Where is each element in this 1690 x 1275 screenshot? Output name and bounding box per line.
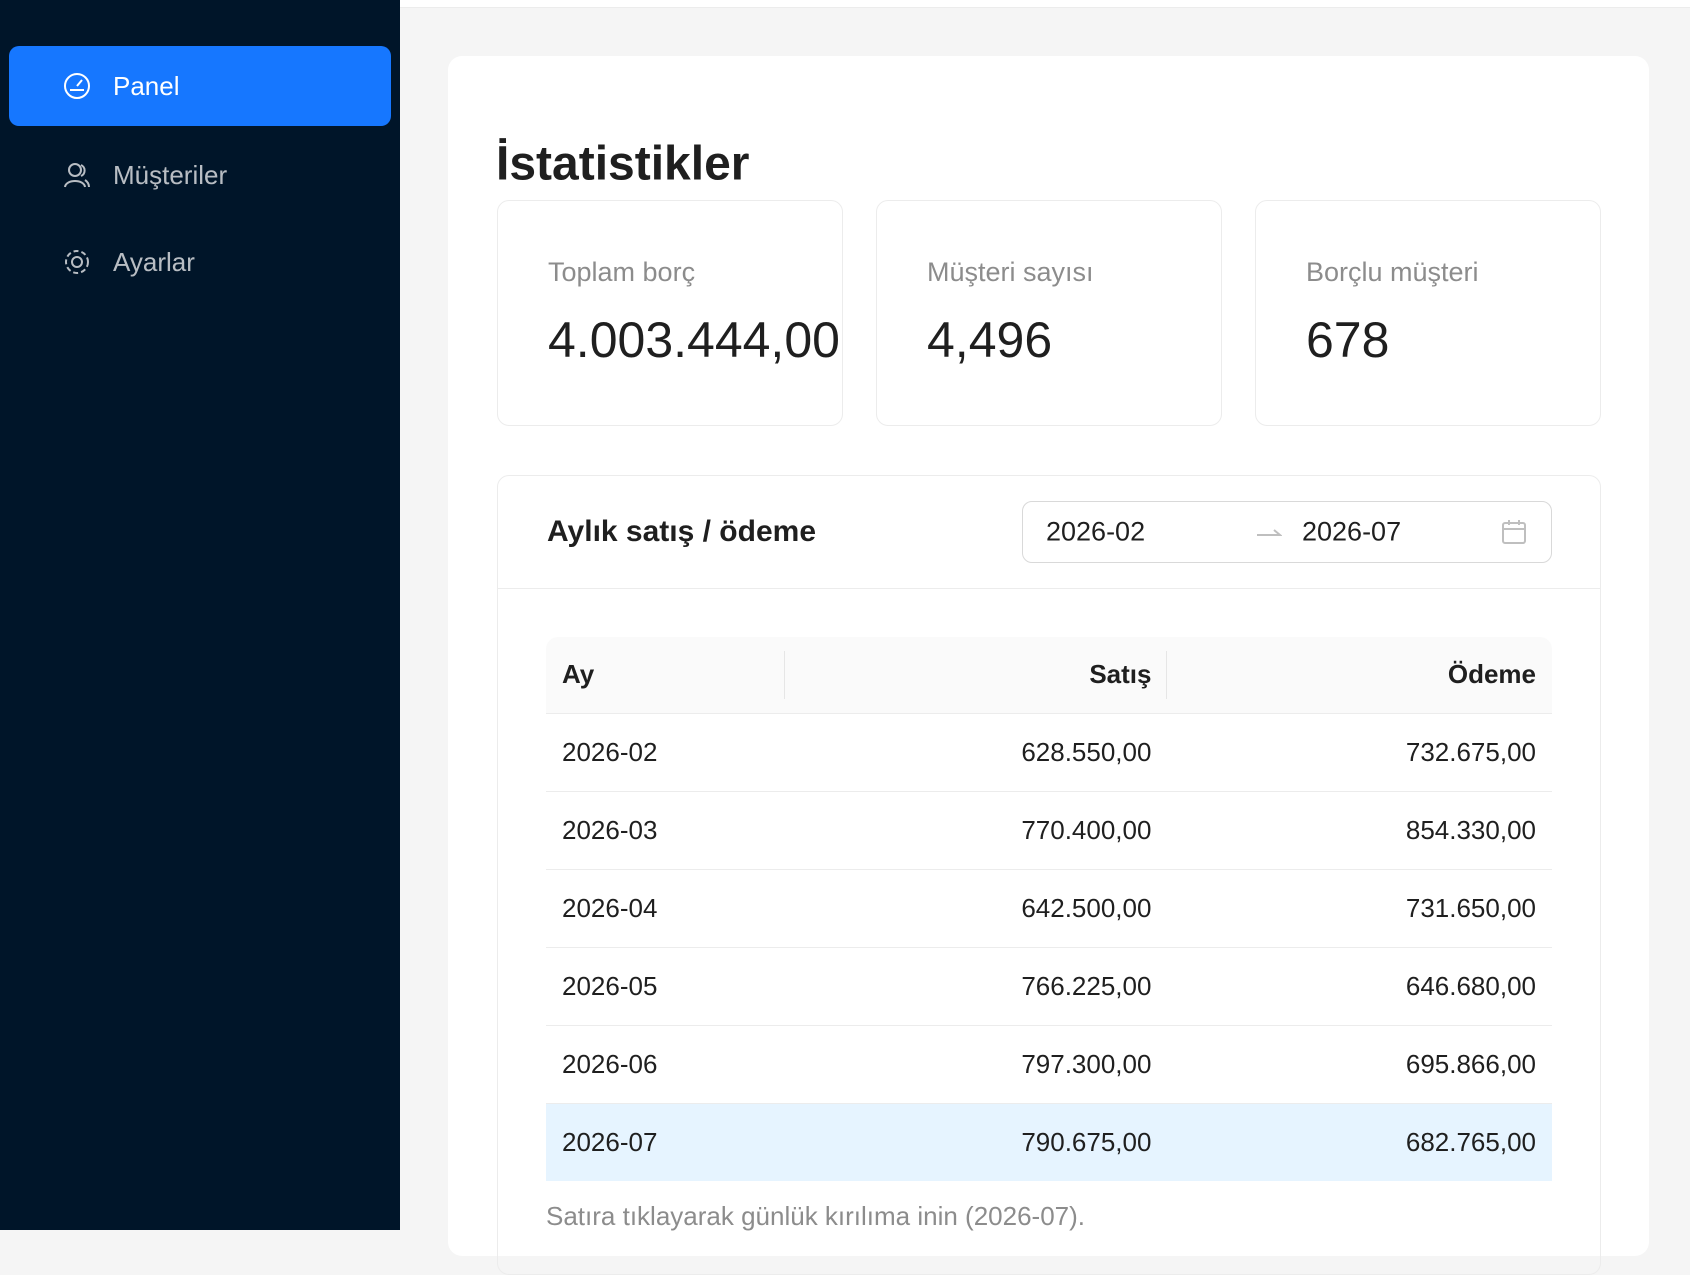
table-cell: 628.550,00	[785, 712, 1168, 791]
table-cell: 2026-02	[546, 712, 786, 791]
range-end: 2026-07	[1302, 516, 1402, 547]
table-cell: 790.675,00	[785, 1102, 1168, 1181]
table-cell: 2026-04	[546, 868, 786, 947]
dashboard-icon	[64, 73, 90, 99]
menu-item[interactable]: Panel	[9, 46, 391, 126]
monthly-card: Aylık satış / ödeme 2026-02 2026-07 Ay Sa…	[497, 475, 1601, 1275]
page-title: İstatistikler	[496, 137, 750, 191]
stat-label: Toplam borç	[548, 257, 696, 287]
menu-label: Ayarlar	[113, 246, 195, 277]
monthly-title: Aylık satış / ödeme	[547, 515, 817, 548]
table-cell: 682.765,00	[1167, 1102, 1552, 1181]
table-cell: 2026-07	[546, 1102, 786, 1181]
stat-card: Borçlu müşteri 678	[1255, 200, 1601, 426]
menu-item[interactable]: Müşteriler	[9, 135, 391, 215]
table-cell: 2026-06	[546, 1024, 786, 1103]
table-cell: 642.500,00	[785, 868, 1168, 947]
range-arrow	[1257, 529, 1282, 536]
table-cell: 695.866,00	[1167, 1024, 1552, 1103]
top-bar	[400, 0, 1690, 8]
table-cell: 646.680,00	[1167, 946, 1552, 1025]
users-icon	[64, 163, 90, 188]
column-header: Ay	[546, 637, 786, 713]
sidebar: Panel Müşteriler Ayarlar	[0, 0, 400, 1230]
table-cell: 2026-03	[546, 790, 786, 869]
table-cell: 854.330,00	[1167, 790, 1552, 869]
column-header: Satış	[785, 637, 1168, 713]
content-card: İstatistikler Toplam borç 4.003.444,00 M…	[448, 56, 1649, 1275]
table-row[interactable]: 2026-06 797.300,00 695.866,00	[546, 1024, 1552, 1103]
date-range-picker[interactable]: 2026-02 2026-07	[1022, 501, 1552, 563]
column-divider	[1166, 651, 1168, 699]
table-row[interactable]: 2026-02 628.550,00 732.675,00	[546, 712, 1552, 791]
menu-label: Müşteriler	[113, 159, 228, 190]
settings-icon	[65, 250, 89, 274]
stat-card: Toplam borç 4.003.444,00	[497, 200, 843, 426]
stat-label: Müşteri sayısı	[927, 257, 1094, 287]
stat-value: 678	[1306, 312, 1390, 368]
table-row[interactable]: 2026-05 766.225,00 646.680,00	[546, 946, 1552, 1025]
table-cell: 731.650,00	[1167, 868, 1552, 947]
stat-value: 4,496	[927, 312, 1053, 368]
table-row[interactable]: 2026-04 642.500,00 731.650,00	[546, 868, 1552, 947]
stat-label: Borçlu müşteri	[1306, 257, 1479, 287]
stat-value: 4.003.444,00	[548, 312, 840, 368]
table-header-row: Ay Satış Ödeme	[546, 637, 1552, 713]
table-cell: 766.225,00	[785, 946, 1168, 1025]
column-divider	[784, 651, 786, 699]
table-cell: 2026-05	[546, 946, 786, 1025]
menu-item[interactable]: Ayarlar	[9, 222, 391, 302]
table-cell: 797.300,00	[785, 1024, 1168, 1103]
table-note: Satıra tıklayarak günlük kırılıma inin (…	[546, 1201, 1086, 1231]
monthly-table: Ay Satış Ödeme 2026-02 628.550,00 732.675,00…	[546, 637, 1552, 1181]
table-body: 2026-02 628.550,00 732.675,00 2026-03 770.40…	[546, 712, 1552, 1181]
monthly-header: Aylık satış / ödeme 2026-02 2026-07	[498, 476, 1600, 589]
stat-card: Müşteri sayısı 4,496	[876, 200, 1222, 426]
column-header: Ödeme	[1167, 637, 1552, 713]
range-start: 2026-02	[1046, 516, 1146, 547]
table-row[interactable]: 2026-07 790.675,00 682.765,00	[546, 1102, 1552, 1181]
table-row[interactable]: 2026-03 770.400,00 854.330,00	[546, 790, 1552, 869]
calendar-icon	[1502, 520, 1526, 544]
table-cell: 732.675,00	[1167, 712, 1552, 791]
table-cell: 770.400,00	[785, 790, 1168, 869]
menu-label: Panel	[113, 70, 180, 101]
